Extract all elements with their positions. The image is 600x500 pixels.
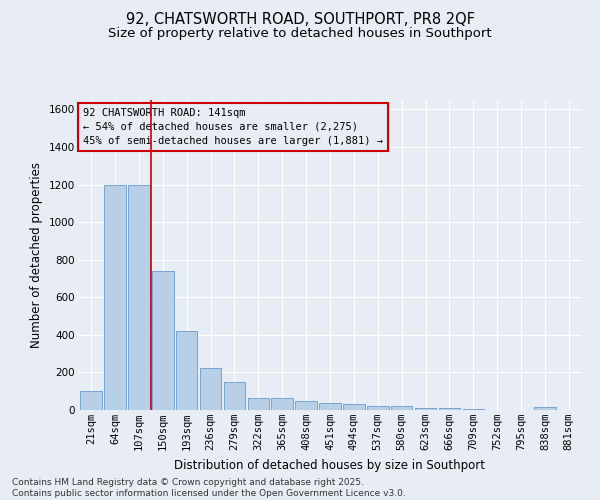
Bar [200, 368, 221, 410]
Bar [439, 408, 460, 410]
Bar [295, 400, 317, 410]
Bar [271, 398, 293, 410]
Bar [176, 331, 197, 410]
Text: Contains HM Land Registry data © Crown copyright and database right 2025.
Contai: Contains HM Land Registry data © Crown c… [12, 478, 406, 498]
Bar [104, 186, 126, 410]
Bar [415, 408, 436, 410]
Bar [463, 409, 484, 410]
Y-axis label: Number of detached properties: Number of detached properties [31, 162, 43, 348]
Text: 92 CHATSWORTH ROAD: 141sqm
← 54% of detached houses are smaller (2,275)
45% of s: 92 CHATSWORTH ROAD: 141sqm ← 54% of deta… [83, 108, 383, 146]
Text: 92, CHATSWORTH ROAD, SOUTHPORT, PR8 2QF: 92, CHATSWORTH ROAD, SOUTHPORT, PR8 2QF [125, 12, 475, 28]
Bar [128, 186, 149, 410]
Bar [391, 406, 412, 410]
Bar [534, 407, 556, 410]
Bar [319, 404, 341, 410]
Bar [248, 398, 269, 410]
Text: Size of property relative to detached houses in Southport: Size of property relative to detached ho… [108, 28, 492, 40]
Bar [367, 406, 389, 410]
X-axis label: Distribution of detached houses by size in Southport: Distribution of detached houses by size … [175, 458, 485, 471]
Bar [343, 404, 365, 410]
Bar [152, 271, 173, 410]
Bar [224, 382, 245, 410]
Bar [80, 391, 102, 410]
